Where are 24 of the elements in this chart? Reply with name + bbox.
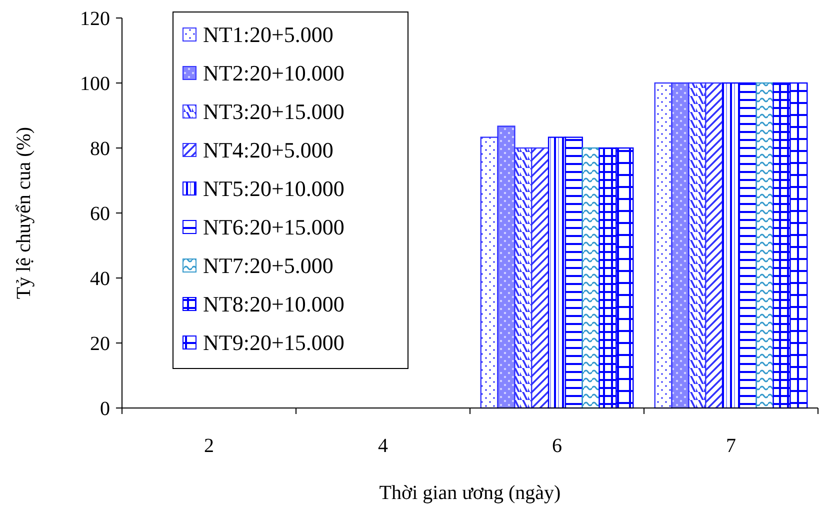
y-tick-label: 80 bbox=[90, 138, 110, 160]
x-axis-title: Thời gian ương (ngày) bbox=[379, 482, 561, 504]
y-tick-label: 120 bbox=[80, 8, 110, 30]
legend-label: NT1:20+5.000 bbox=[203, 22, 334, 48]
legend-label: NT9:20+15.000 bbox=[203, 330, 344, 356]
y-tick-label: 40 bbox=[90, 268, 110, 290]
bar bbox=[756, 82, 774, 409]
y-tick-label: 100 bbox=[80, 73, 110, 95]
x-tick-label: 7 bbox=[726, 435, 736, 457]
y-axis-title: Tỷ lệ chuyển cua (%) bbox=[13, 126, 35, 300]
x-tick-label: 6 bbox=[552, 435, 562, 457]
legend-label: NT7:20+5.000 bbox=[203, 253, 334, 278]
legend-label: NT3:20+15.000 bbox=[203, 99, 344, 124]
y-tick-label: 20 bbox=[90, 333, 110, 355]
legend-label: NT6:20+15.000 bbox=[203, 214, 344, 240]
legend-label: NT2:20+10.000 bbox=[203, 60, 344, 86]
legend-label: NT8:20+10.000 bbox=[203, 292, 344, 317]
y-tick-label: 0 bbox=[100, 398, 110, 420]
x-tick-label: 2 bbox=[204, 435, 214, 457]
bar bbox=[582, 147, 600, 409]
x-tick-label: 4 bbox=[378, 435, 388, 457]
legend-label: NT5:20+10.000 bbox=[203, 176, 344, 202]
y-tick-label: 60 bbox=[90, 203, 110, 225]
legend-label: NT4:20+5.000 bbox=[203, 138, 334, 163]
